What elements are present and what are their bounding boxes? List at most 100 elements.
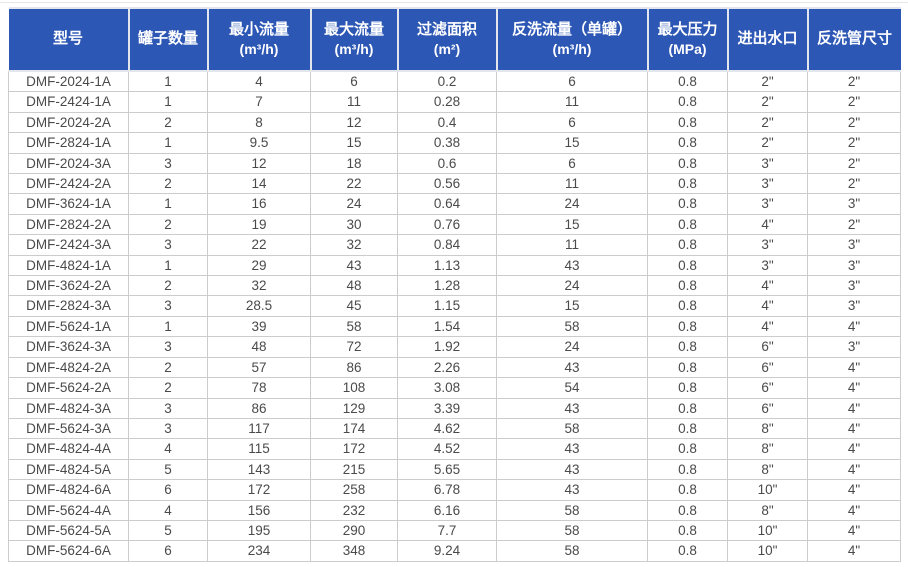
table-cell: 5 — [128, 458, 208, 481]
table-cell: 3" — [727, 234, 808, 256]
table-cell: DMF-2024-3A — [8, 152, 129, 175]
table-row: DMF-4824-1A 1 29 43 1.13 43 0.8 3" 3" — [8, 254, 901, 277]
table-cell: DMF-2824-2A — [8, 213, 129, 236]
table-cell: 1 — [128, 315, 208, 338]
table-cell: 4" — [807, 397, 901, 419]
table-row: DMF-5624-3A 3 117 174 4.62 58 0.8 8" 4" — [8, 417, 901, 440]
table-cell: DMF-5624-3A — [8, 417, 129, 440]
table-cell: 6" — [727, 397, 808, 419]
table-cell: 0.8 — [647, 111, 728, 134]
table-cell: 72 — [310, 336, 398, 358]
table-cell: 3 — [128, 152, 208, 175]
table-cell: 4" — [807, 519, 901, 542]
table-cell: 6.78 — [397, 479, 497, 501]
table-cell: 2" — [807, 111, 901, 134]
table-cell: 143 — [207, 458, 311, 481]
table-cell: 43 — [496, 438, 648, 460]
table-cell: 0.76 — [397, 213, 497, 236]
table-cell: 43 — [496, 397, 648, 419]
table-cell: 6 — [310, 70, 398, 93]
table-cell: 5 — [128, 519, 208, 542]
table-row: DMF-5624-2A 2 78 108 3.08 54 0.8 6" 4" — [8, 377, 901, 399]
table-cell: 4" — [807, 458, 901, 481]
table-cell: 4" — [807, 377, 901, 399]
table-cell: 0.8 — [647, 254, 728, 277]
table-cell: 6 — [128, 479, 208, 501]
table-cell: 0.8 — [647, 70, 728, 93]
table-cell: 0.6 — [397, 152, 497, 175]
table-cell: 57 — [207, 356, 311, 379]
table-cell: 0.64 — [397, 193, 497, 215]
table-cell: 2" — [807, 70, 901, 93]
col-header-inlet-outlet: 进出水口 — [726, 7, 809, 72]
table-cell: DMF-4824-1A — [8, 254, 129, 277]
table-cell: 0.8 — [647, 132, 728, 154]
table-cell: 9.5 — [207, 132, 311, 154]
table-cell: 3" — [727, 193, 808, 215]
table-cell: 3" — [807, 295, 901, 317]
table-cell: 3" — [727, 173, 808, 195]
table-cell: 8" — [727, 438, 808, 460]
table-cell: 0.8 — [647, 315, 728, 338]
table-row: DMF-5624-6A 6 234 348 9.24 58 0.8 10" 4" — [8, 540, 901, 562]
table-cell: 0.8 — [647, 295, 728, 317]
table-cell: 4" — [727, 275, 808, 297]
col-header-min-flow: 最小流量 (m³/h) — [206, 7, 312, 72]
table-cell: 2.26 — [397, 356, 497, 379]
table-cell: 1 — [128, 70, 208, 93]
table-cell: 195 — [207, 519, 311, 542]
table-cell: 0.28 — [397, 91, 497, 113]
table-cell: 30 — [310, 213, 398, 236]
col-header-unit: (m²) — [433, 41, 461, 58]
table-cell: 4.52 — [397, 438, 497, 460]
table-cell: 16 — [207, 193, 311, 215]
table-cell: 0.8 — [647, 479, 728, 501]
table-cell: 2" — [727, 91, 808, 113]
table-cell: 4" — [807, 540, 901, 562]
table-cell: 48 — [207, 336, 311, 358]
table-cell: DMF-4824-3A — [8, 397, 129, 419]
table-cell: 58 — [496, 540, 648, 562]
table-cell: 4" — [807, 438, 901, 460]
table-cell: DMF-5624-4A — [8, 499, 129, 521]
table-row: DMF-2024-3A 3 12 18 0.6 6 0.8 3" 2" — [8, 152, 901, 175]
table-cell: 8" — [727, 458, 808, 481]
table-cell: 2" — [727, 111, 808, 134]
table-cell: 29 — [207, 254, 311, 277]
table-cell: 3" — [807, 234, 901, 256]
table-cell: 0.8 — [647, 499, 728, 521]
table-cell: 39 — [207, 315, 311, 338]
table-cell: 14 — [207, 173, 311, 195]
table-cell: 10" — [727, 479, 808, 501]
table-cell: 1.54 — [397, 315, 497, 338]
table-cell: 174 — [310, 417, 398, 440]
table-row: DMF-2024-1A 1 4 6 0.2 6 0.8 2" 2" — [8, 70, 901, 93]
table-cell: 0.8 — [647, 377, 728, 399]
table-cell: 0.2 — [397, 70, 497, 93]
table-cell: 11 — [496, 91, 648, 113]
table-cell: 15 — [496, 295, 648, 317]
col-header-label: 最大压力 — [657, 20, 718, 38]
col-header-filter-area: 过滤面积 (m²) — [396, 7, 498, 72]
table-cell: 7 — [207, 91, 311, 113]
table-cell: 6 — [496, 152, 648, 175]
col-header-label: 反洗流量（单罐） — [511, 20, 632, 38]
table-cell: 11 — [310, 91, 398, 113]
table-cell: 0.56 — [397, 173, 497, 195]
top-divider — [0, 2, 908, 3]
table-cell: 3" — [727, 254, 808, 277]
table-cell: 4 — [128, 499, 208, 521]
table-cell: 4.62 — [397, 417, 497, 440]
table-cell: 43 — [496, 356, 648, 379]
table-cell: DMF-4824-6A — [8, 479, 129, 501]
table-cell: 8" — [727, 499, 808, 521]
col-header-label: 最大流量 — [323, 20, 384, 38]
table-cell: 54 — [496, 377, 648, 399]
table-cell: 2 — [128, 173, 208, 195]
table-cell: 32 — [207, 275, 311, 297]
table-row: DMF-4824-6A 6 172 258 6.78 43 0.8 10" 4" — [8, 479, 901, 501]
table-cell: 3.39 — [397, 397, 497, 419]
table-cell: 1 — [128, 193, 208, 215]
table-cell: 0.8 — [647, 458, 728, 481]
table-cell: 2" — [807, 152, 901, 175]
